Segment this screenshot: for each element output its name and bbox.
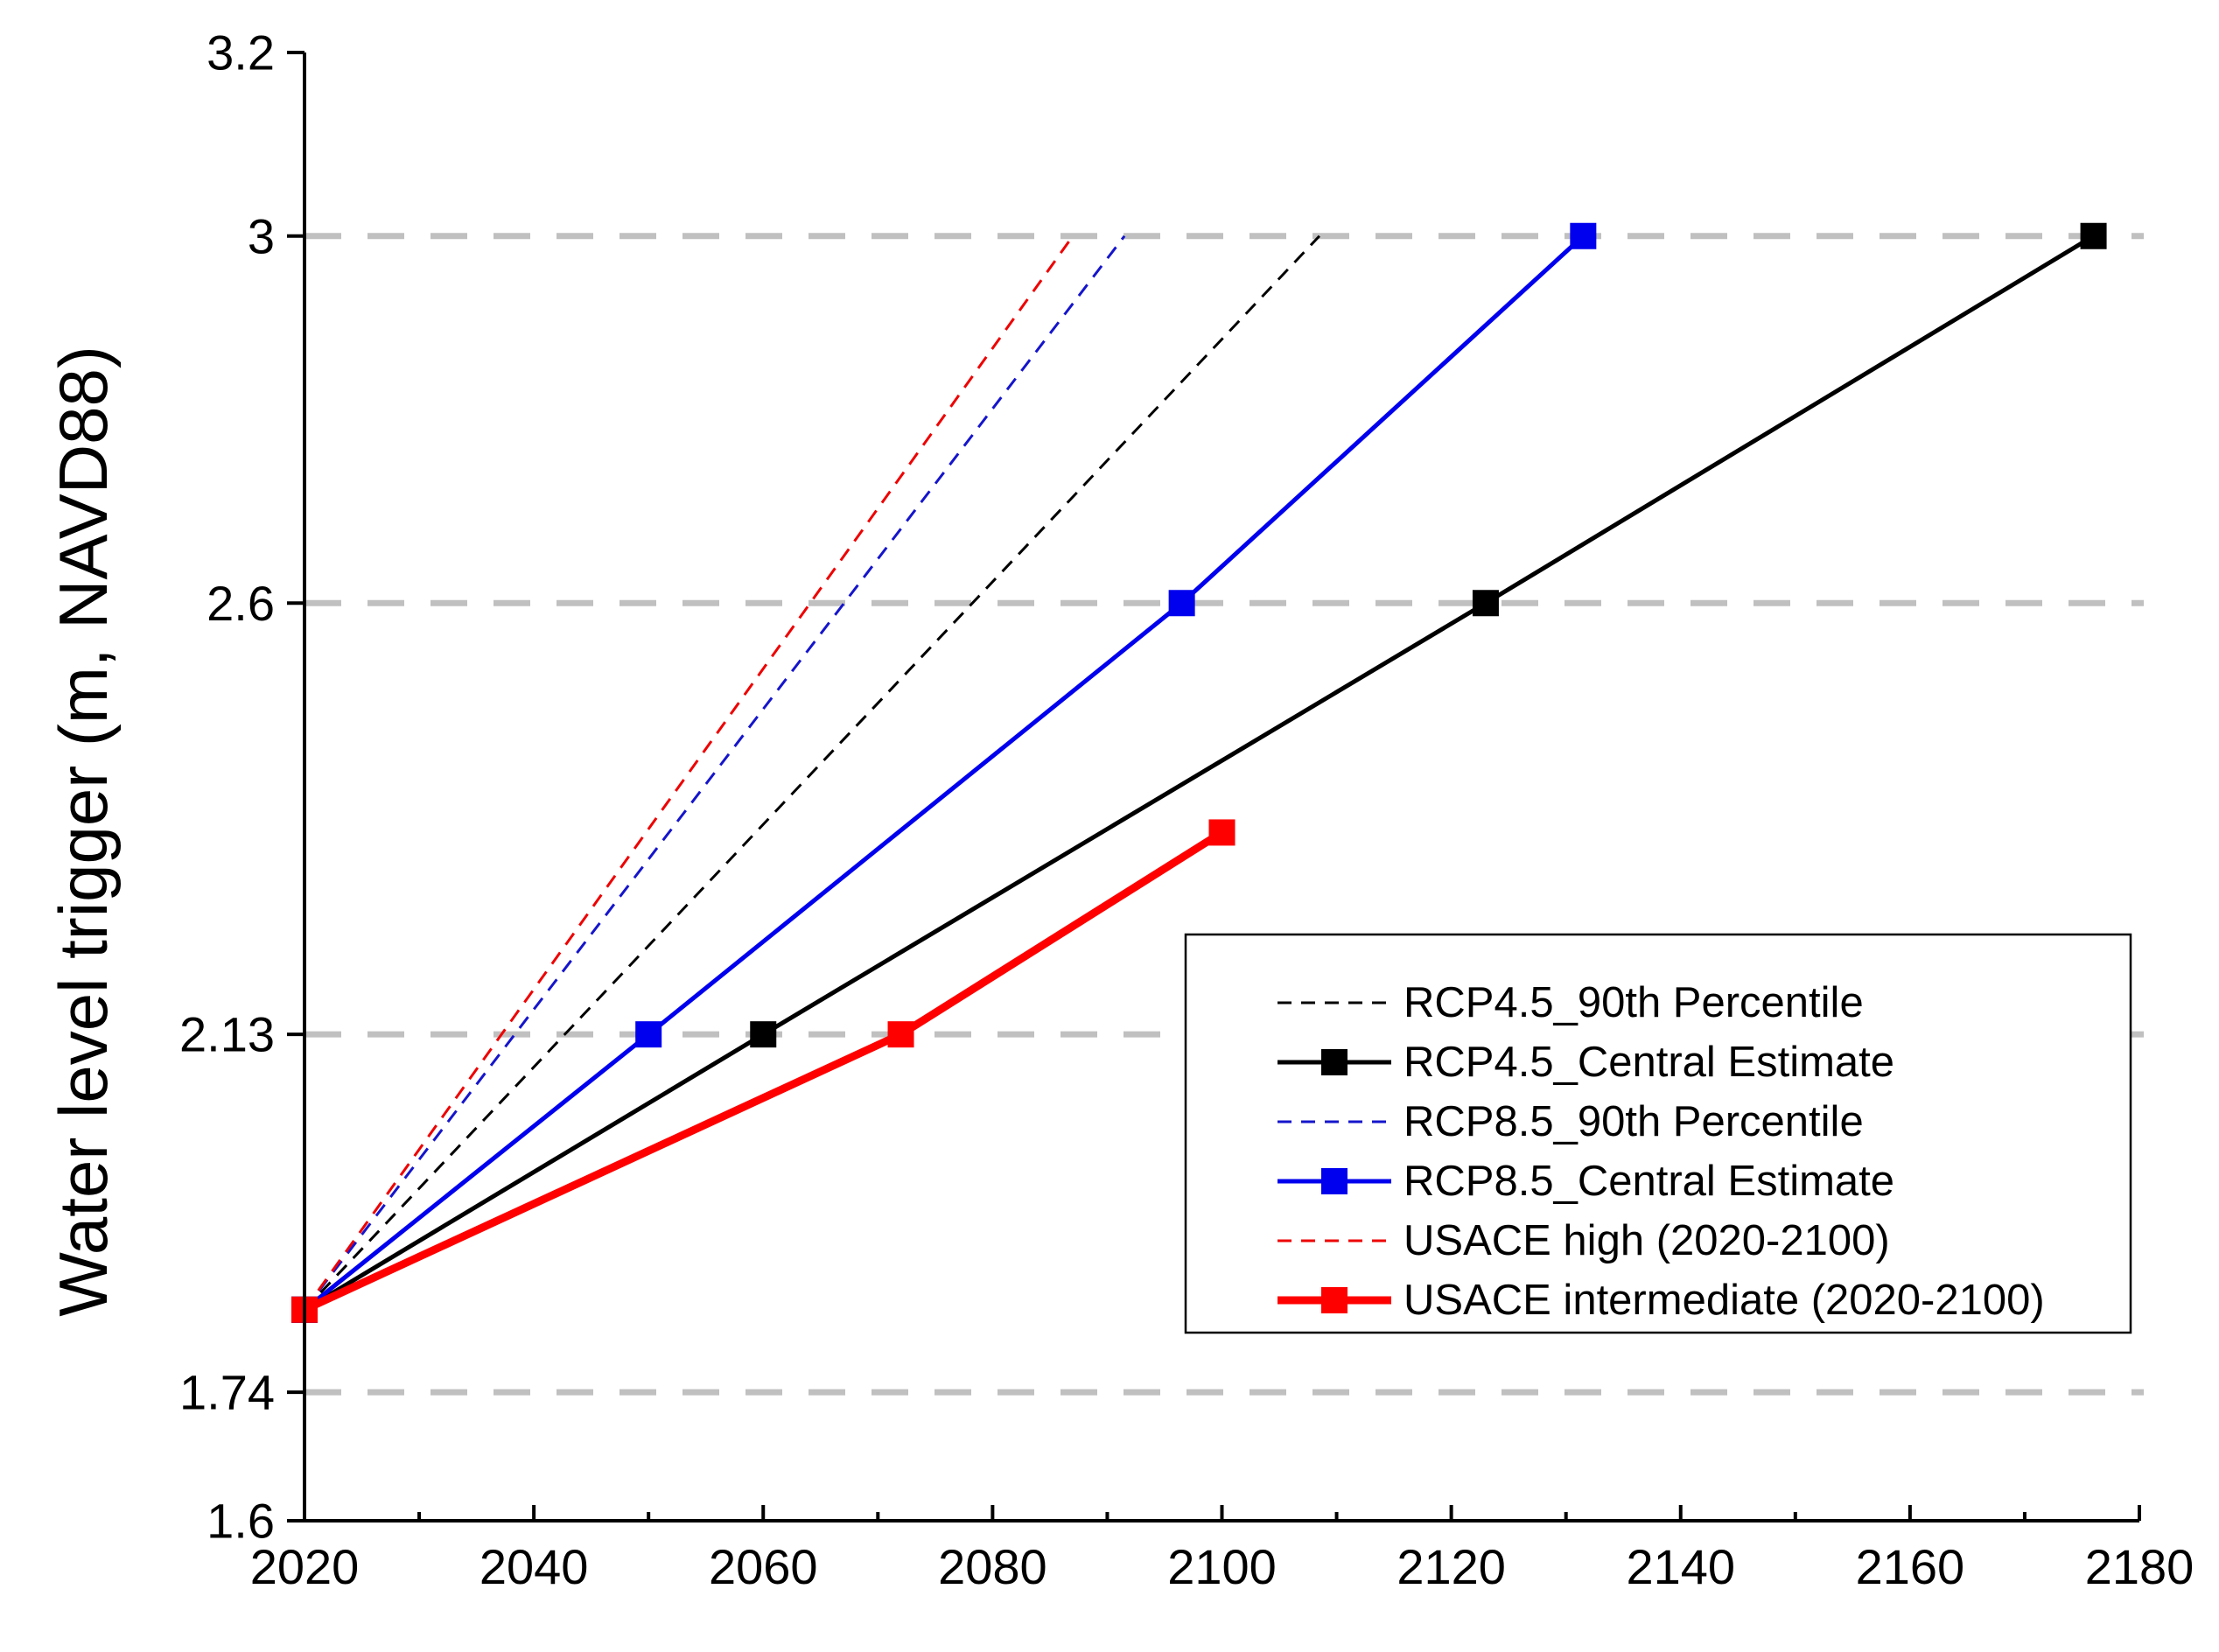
- series-marker-3: [1168, 590, 1195, 617]
- series-line-5: [303, 829, 1224, 1313]
- series-line-2: [303, 234, 1126, 1311]
- x-tick-label: 2120: [1396, 1539, 1506, 1594]
- legend-marker-3: [1321, 1168, 1348, 1194]
- legend-box: [1184, 933, 2132, 1334]
- y-tick-label: 3: [248, 208, 275, 263]
- y-tick-label: 1.74: [179, 1365, 275, 1420]
- series-marker-3: [1570, 222, 1597, 249]
- y-tick-label: 3.2: [206, 25, 275, 80]
- y-ticks: 1.6 1.74 2.13 2.6 3 3.2: [179, 25, 304, 1549]
- y-axis-title: Water level trigger (m, NAVD88): [45, 346, 122, 1317]
- x-tick-label: 2020: [250, 1539, 360, 1594]
- series-marker-5: [1208, 819, 1236, 846]
- legend-label-5: USACE intermediate (2020-2100): [1404, 1277, 2045, 1324]
- series-line-3: [303, 234, 1586, 1312]
- series-marker-1: [2080, 222, 2107, 249]
- legend-label-2: RCP8.5_90th Percentile: [1404, 1098, 1864, 1145]
- legend-label-1: RCP4.5_Central Estimate: [1404, 1039, 1894, 1086]
- y-tick-label: 2.6: [206, 576, 275, 631]
- series-line-0: [303, 234, 1320, 1311]
- x-tick-label: 2040: [480, 1539, 589, 1594]
- legend: RCP4.5_90th Percentile RCP4.5_Central Est…: [1184, 933, 2132, 1334]
- y-tick-label: 2.13: [179, 1007, 275, 1062]
- x-tick-label: 2160: [1856, 1539, 1965, 1594]
- x-tick-label: 2180: [2085, 1539, 2194, 1594]
- legend-label-3: RCP8.5_Central Estimate: [1404, 1158, 1894, 1205]
- series-line-1: [303, 234, 2095, 1312]
- x-ticks: 2020 2040 2060 2080 2100 2120 2140 2160 2180: [250, 1505, 2194, 1594]
- series-layer: [291, 222, 2107, 1323]
- x-tick-label: 2060: [709, 1539, 818, 1594]
- series-marker-1: [750, 1021, 777, 1048]
- series-line-4: [303, 234, 1074, 1311]
- legend-label-0: RCP4.5_90th Percentile: [1404, 979, 1864, 1026]
- series-marker-3: [635, 1021, 662, 1048]
- x-tick-label: 2140: [1626, 1539, 1735, 1594]
- legend-label-4: USACE high (2020-2100): [1404, 1217, 1890, 1264]
- legend-marker-1: [1321, 1049, 1348, 1075]
- series-marker-5: [887, 1021, 914, 1048]
- x-tick-label: 2080: [938, 1539, 1047, 1594]
- y-tick-label: 1.6: [206, 1494, 275, 1549]
- x-tick-label: 2100: [1167, 1539, 1277, 1594]
- series-marker-1: [1472, 590, 1499, 617]
- legend-marker-5: [1321, 1287, 1348, 1313]
